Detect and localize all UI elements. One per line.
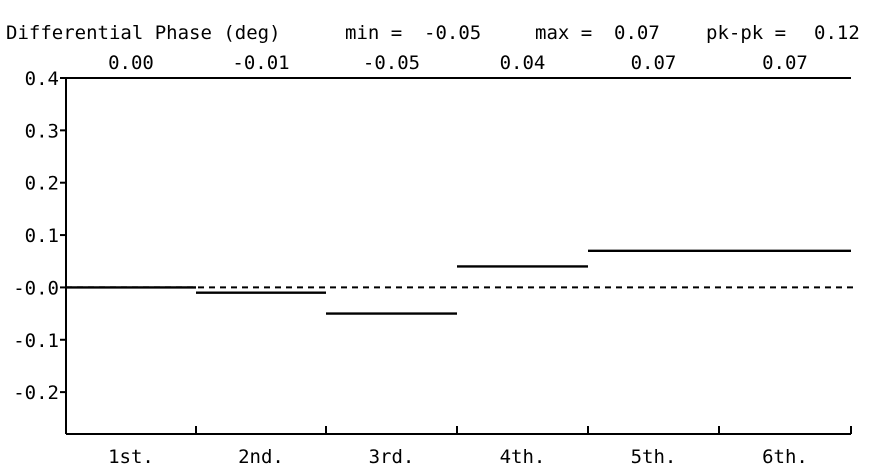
x-category-label: 6th. (762, 446, 808, 468)
y-tick-label: 0.3 (25, 120, 59, 142)
pkpk-value: 0.12 (814, 22, 860, 44)
min-label: min = (345, 22, 402, 44)
y-tick-label: -0.0 (13, 277, 59, 299)
min-value: -0.05 (424, 22, 481, 44)
data-value-label: -0.05 (363, 52, 420, 74)
pkpk-label: pk-pk = (706, 22, 786, 44)
x-category-label: 1st. (108, 446, 154, 468)
max-label: max = (535, 22, 592, 44)
x-category-label: 2nd. (238, 446, 284, 468)
y-tick-label: -0.1 (13, 330, 59, 352)
data-value-label: 0.04 (500, 52, 546, 74)
chart-title: Differential Phase (deg) (6, 22, 281, 44)
data-value-label: -0.01 (232, 52, 289, 74)
y-tick-label: 0.2 (25, 173, 59, 195)
y-tick-label: -0.2 (13, 382, 59, 404)
x-category-label: 4th. (500, 446, 546, 468)
y-tick-label: 0.1 (25, 225, 59, 247)
plot-area: 0.4 0.3 0.2 0.1 -0.0 -0.1 -0.2 1st. 0.00 2nd. -0.0… (13, 52, 857, 468)
x-category-label: 5th. (631, 446, 677, 468)
max-value: 0.07 (614, 22, 660, 44)
data-value-label: 0.07 (631, 52, 677, 74)
data-value-label: 0.00 (108, 52, 154, 74)
data-value-label: 0.07 (762, 52, 808, 74)
x-category-label: 3rd. (369, 446, 415, 468)
y-tick-label: 0.4 (25, 68, 59, 90)
